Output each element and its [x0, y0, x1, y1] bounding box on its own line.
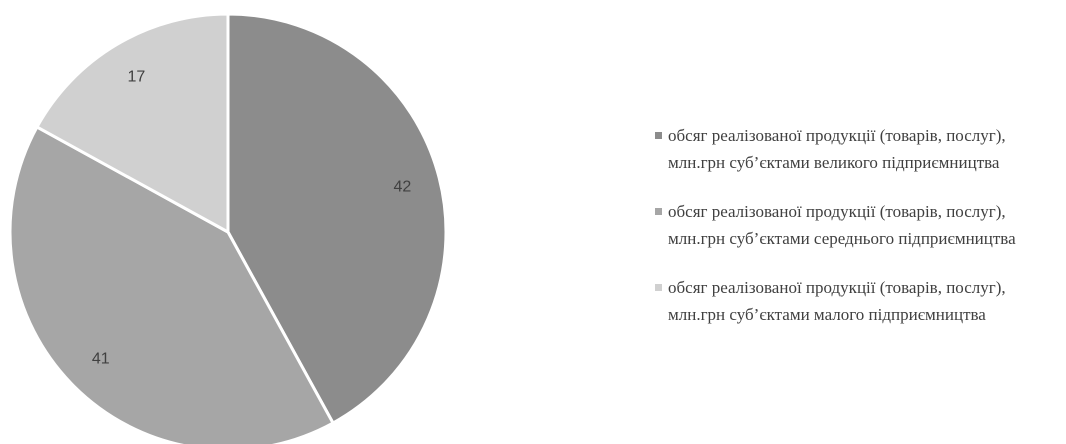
- legend-swatch: [655, 284, 662, 291]
- legend-swatch: [655, 132, 662, 139]
- data-label: 41: [92, 350, 110, 367]
- pie-slice: [226, 12, 448, 426]
- data-label: 17: [127, 68, 145, 85]
- legend-item: обсяг реалізованої продукції (товарів, п…: [655, 198, 1060, 252]
- legend-swatch: [655, 208, 662, 215]
- pie-slice: [8, 124, 336, 444]
- legend-label: обсяг реалізованої продукції (товарів, п…: [668, 126, 1006, 172]
- legend-label: обсяг реалізованої продукції (товарів, п…: [668, 202, 1016, 248]
- legend: обсяг реалізованої продукції (товарів, п…: [655, 122, 1060, 350]
- legend-item: обсяг реалізованої продукції (товарів, п…: [655, 274, 1060, 328]
- legend-label: обсяг реалізованої продукції (товарів, п…: [668, 278, 1006, 324]
- data-label: 42: [393, 178, 411, 195]
- pie-slice: [34, 12, 230, 235]
- legend-item: обсяг реалізованої продукції (товарів, п…: [655, 122, 1060, 176]
